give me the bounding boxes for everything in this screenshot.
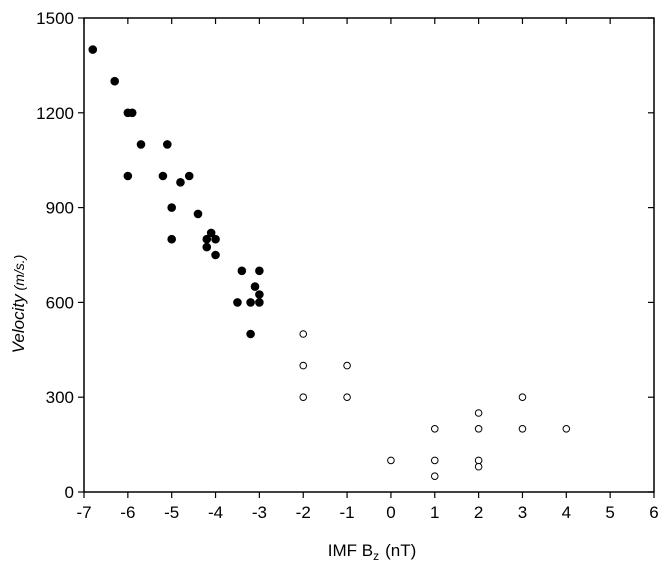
x-tick-label: 3 (518, 503, 527, 522)
data-point-filled (184, 171, 194, 181)
data-point-filled (255, 298, 264, 307)
data-point-open (518, 425, 527, 433)
data-point-open (474, 462, 483, 471)
data-point-open (343, 361, 351, 370)
data-point-open (474, 425, 483, 433)
data-point-open (430, 456, 439, 465)
data-point-filled (163, 140, 172, 149)
data-point-open (518, 393, 527, 402)
data-point-open (430, 472, 439, 481)
x-tick-label: -6 (120, 503, 135, 522)
data-point-filled (123, 171, 133, 181)
plot-frame (83, 17, 655, 493)
data-point-filled (127, 108, 137, 118)
data-point-open (299, 393, 308, 402)
data-point-filled (206, 228, 216, 238)
x-tick-label: 2 (474, 503, 483, 522)
data-point-filled (246, 329, 255, 339)
x-tick-label: -3 (252, 503, 267, 522)
data-point-filled (255, 290, 264, 299)
data-point-filled (193, 209, 203, 219)
x-axis: -7 -6 -5 -4 -3 -2 -1 0 1 2 3 4 5 6 (76, 18, 658, 522)
y-tick-label: 300 (46, 388, 74, 407)
data-point-open (474, 409, 483, 417)
data-point-filled (211, 250, 220, 260)
x-tick-label: -5 (164, 503, 179, 522)
x-tick-label: 0 (386, 503, 395, 522)
data-point-open (299, 330, 308, 338)
data-point-filled (211, 234, 220, 244)
data-point-filled (158, 171, 168, 181)
data-point-filled (246, 298, 255, 307)
data-point-open (343, 393, 351, 402)
data-point-open (562, 425, 571, 433)
y-tick-label: 1500 (36, 9, 74, 28)
y-tick-label: 900 (46, 199, 74, 218)
data-point-filled (255, 266, 264, 276)
x-tick-label: 1 (430, 503, 439, 522)
y-axis-title: Velocity(m/s.) (9, 255, 28, 354)
data-point-filled (136, 140, 146, 149)
data-point-filled (88, 45, 98, 54)
y-tick-label: 1200 (36, 104, 74, 123)
data-point-filled (237, 266, 247, 276)
x-tick-label: -2 (296, 503, 311, 522)
data-point-filled (202, 242, 212, 252)
y-axis: 0 300 600 900 1200 1500 (36, 9, 654, 502)
data-point-filled (167, 234, 176, 244)
x-tick-label: 4 (562, 503, 571, 522)
data-point-filled (250, 282, 260, 291)
data-point-open (474, 456, 483, 465)
y-tick-label: 0 (65, 483, 74, 502)
y-tick-label: 600 (46, 293, 74, 312)
x-tick-label: 5 (605, 503, 614, 522)
x-tick-label: -1 (340, 503, 355, 522)
data-point-filled (167, 203, 176, 212)
x-tick-label: -4 (208, 503, 223, 522)
data-point-filled (110, 76, 119, 86)
x-tick-label: 6 (649, 503, 658, 522)
data-point-filled (176, 178, 185, 187)
data-point-open (430, 425, 439, 433)
data-point-filled (233, 298, 242, 307)
data-point-open (387, 456, 395, 465)
plot-area (83, 17, 655, 493)
x-axis-title: IMF Bz (nT) (328, 541, 417, 563)
data-point-open (299, 361, 308, 370)
data-points (88, 45, 571, 481)
x-tick-label: -7 (76, 503, 91, 522)
